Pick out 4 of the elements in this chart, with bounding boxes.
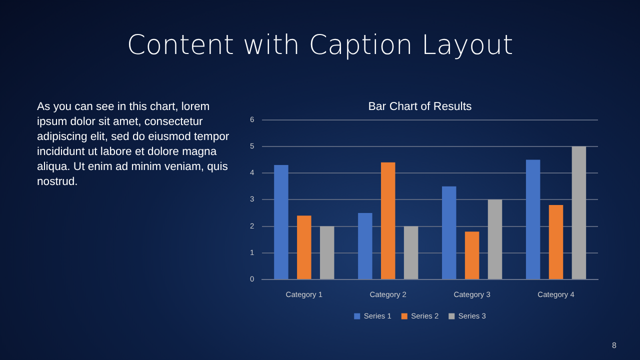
text: 8: [612, 341, 616, 350]
chart-title: Content with Caption Layout: [126, 30, 514, 61]
text: As you can see in this chart, lorem ipsum dolor sit amet, consectetur adipiscing elit, sed do eiusmod tempor incididunt ut labore et dolore magna aliqua. Ut enim ad minim veniam, quis nostrud.: [37, 100, 230, 190]
chart-subtitle: Bar Chart of Results: [368, 101, 472, 114]
